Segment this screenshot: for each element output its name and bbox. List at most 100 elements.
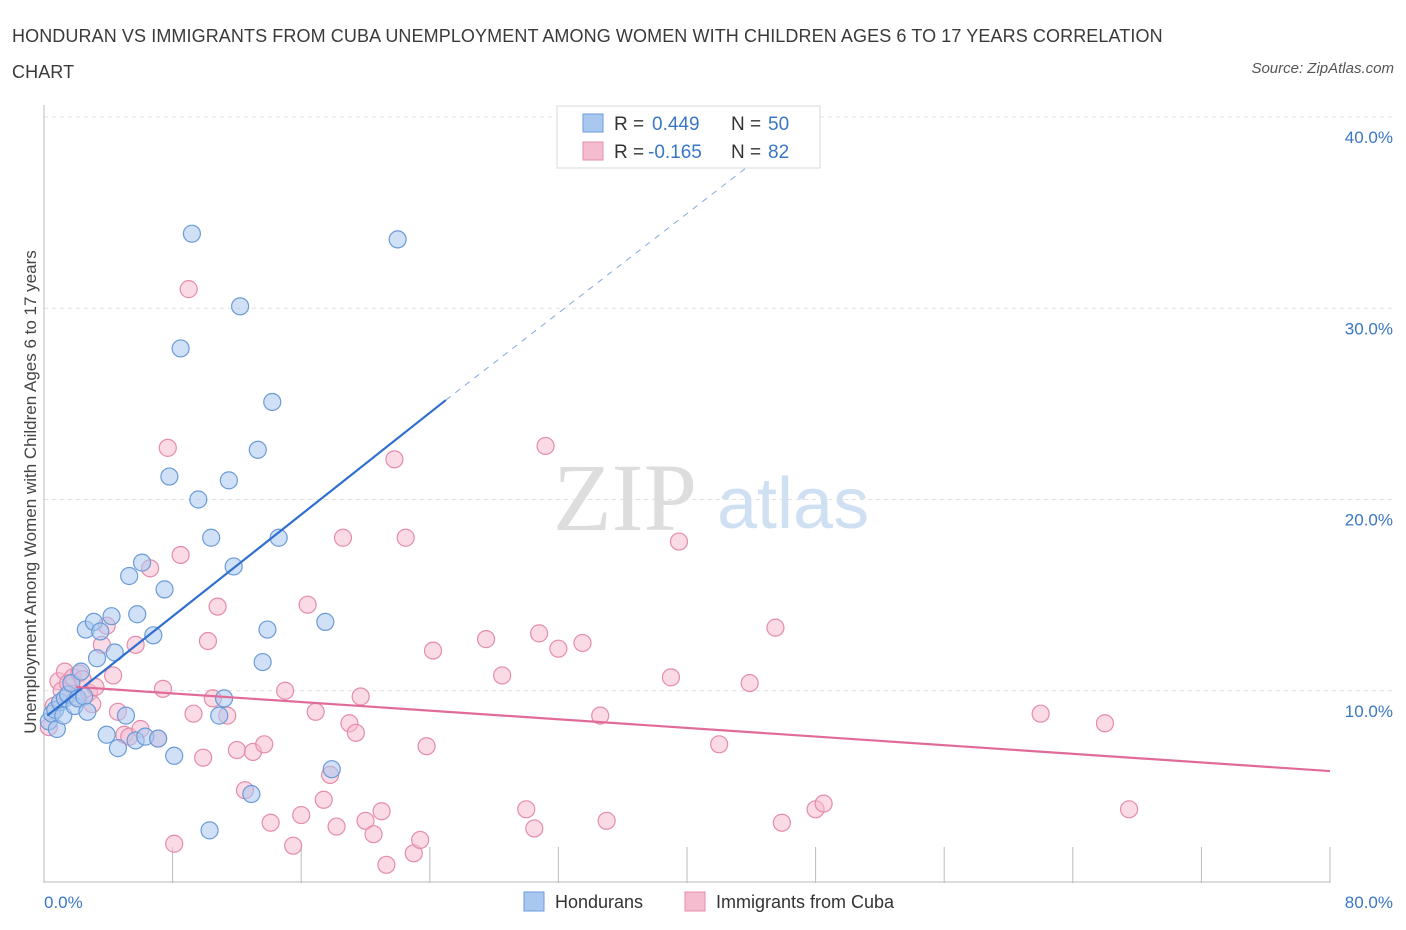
cuba-point <box>517 800 536 819</box>
cuba-point <box>292 805 311 825</box>
cuba-point <box>351 687 370 706</box>
trend-lines <box>46 151 1331 773</box>
bottom-legend-swatch-cuba <box>684 891 706 912</box>
cuba-point <box>772 813 791 832</box>
cuba-point <box>591 706 610 725</box>
cuba-point <box>536 436 555 456</box>
honduran-point <box>388 230 407 249</box>
cuba-point <box>417 737 436 756</box>
cuba-point <box>255 735 274 754</box>
cuba-point <box>549 639 568 658</box>
cuba-point <box>1031 704 1050 723</box>
data-points <box>39 224 1139 874</box>
cuba-point <box>364 825 383 844</box>
honduran-point <box>78 702 97 721</box>
cuba-point <box>814 794 833 813</box>
honduran-point <box>144 626 163 645</box>
cuba-point <box>198 631 218 651</box>
cuba-point <box>333 528 353 547</box>
legend-swatch-pink <box>582 141 604 161</box>
legend-r-label-blue: R = <box>614 114 644 135</box>
cuba-point <box>346 723 365 742</box>
cuba-point <box>327 817 346 836</box>
cuba-point <box>153 679 173 698</box>
cuba-point <box>710 735 729 754</box>
cuba-point <box>171 545 190 565</box>
y-tick-label: 10.0% <box>1345 702 1393 721</box>
y-tick-label: 20.0% <box>1345 511 1393 530</box>
honduran-point <box>171 339 190 358</box>
honduran-point <box>200 821 219 840</box>
legend-r-value-blue: 0.449 <box>652 114 700 135</box>
honduran-point <box>155 580 174 599</box>
honduran-point <box>189 490 208 509</box>
bottom-legend-swatch-hondurans <box>523 891 545 912</box>
source-label: Source: ZipAtlas.com <box>1251 60 1394 77</box>
cuba-point <box>525 819 544 838</box>
honduran-point <box>202 528 221 547</box>
honduran-point <box>116 706 136 725</box>
x-tick-label-min: 0.0% <box>44 893 83 912</box>
cuba-point <box>165 834 184 853</box>
cuba-point <box>740 673 759 693</box>
honduran-point <box>210 706 229 725</box>
cuba-point <box>104 666 123 685</box>
honduran-point <box>258 620 277 639</box>
honduran-point <box>87 649 107 668</box>
y-tick-label: 30.0% <box>1345 319 1393 338</box>
cuba-point <box>766 618 785 637</box>
legend-n-value-pink: 82 <box>768 142 789 163</box>
cuba-point <box>179 280 198 299</box>
legend-n-label-pink: N = <box>731 142 761 163</box>
x-tick-label-max: 80.0% <box>1345 893 1393 912</box>
axes <box>43 105 1331 883</box>
bottom-legend-label-cuba: Immigrants from Cuba <box>716 892 895 912</box>
honduran-point <box>149 729 168 748</box>
cuba-point <box>530 624 549 643</box>
cuba-point <box>669 532 689 551</box>
honduran-point <box>165 746 184 765</box>
legend-swatch-blue <box>582 113 604 133</box>
cuba-point <box>597 811 616 830</box>
cuba-point <box>356 811 375 830</box>
legend-r-label-pink: R = <box>614 142 644 163</box>
cuba-point <box>573 633 592 653</box>
cuba-point <box>396 528 415 547</box>
honduran-trend-line <box>46 399 447 717</box>
chart-title: HONDURAN VS IMMIGRANTS FROM CUBA UNEMPLO… <box>12 26 1163 82</box>
honduran-point <box>253 652 272 672</box>
honduran-point <box>102 607 121 626</box>
honduran-point <box>263 392 282 412</box>
cuba-point <box>298 595 317 614</box>
honduran-point <box>214 689 234 708</box>
cuba-point <box>372 802 391 821</box>
legend-n-value-blue: 50 <box>768 114 789 135</box>
cuba-point <box>194 748 213 767</box>
honduran-point <box>71 662 91 681</box>
honduran-point <box>160 467 179 486</box>
cuba-point <box>314 790 333 809</box>
honduran-point <box>242 784 261 804</box>
cuba-point <box>306 702 325 721</box>
cuba-point <box>261 813 280 832</box>
honduran-point <box>128 605 147 624</box>
honduran-point <box>132 553 152 572</box>
honduran-point <box>231 297 250 316</box>
honduran-point <box>91 622 110 641</box>
cuba-point <box>276 681 295 700</box>
honduran-point <box>182 224 201 243</box>
cuba-point <box>227 740 246 760</box>
honduran-point <box>108 739 128 758</box>
cuba-point <box>158 438 177 457</box>
honduran-trend-extension <box>445 151 768 401</box>
cuba-point <box>1119 800 1139 819</box>
cuba-trend-line <box>76 685 1331 773</box>
watermark-zip: ZIP <box>553 444 697 551</box>
honduran-point <box>219 471 238 490</box>
legend-r-value-pink: -0.165 <box>648 142 702 163</box>
series-legend: Hondurans Immigrants from Cuba <box>523 891 895 912</box>
honduran-point <box>316 612 335 632</box>
cuba-point <box>208 597 227 616</box>
cuba-point <box>411 830 430 850</box>
